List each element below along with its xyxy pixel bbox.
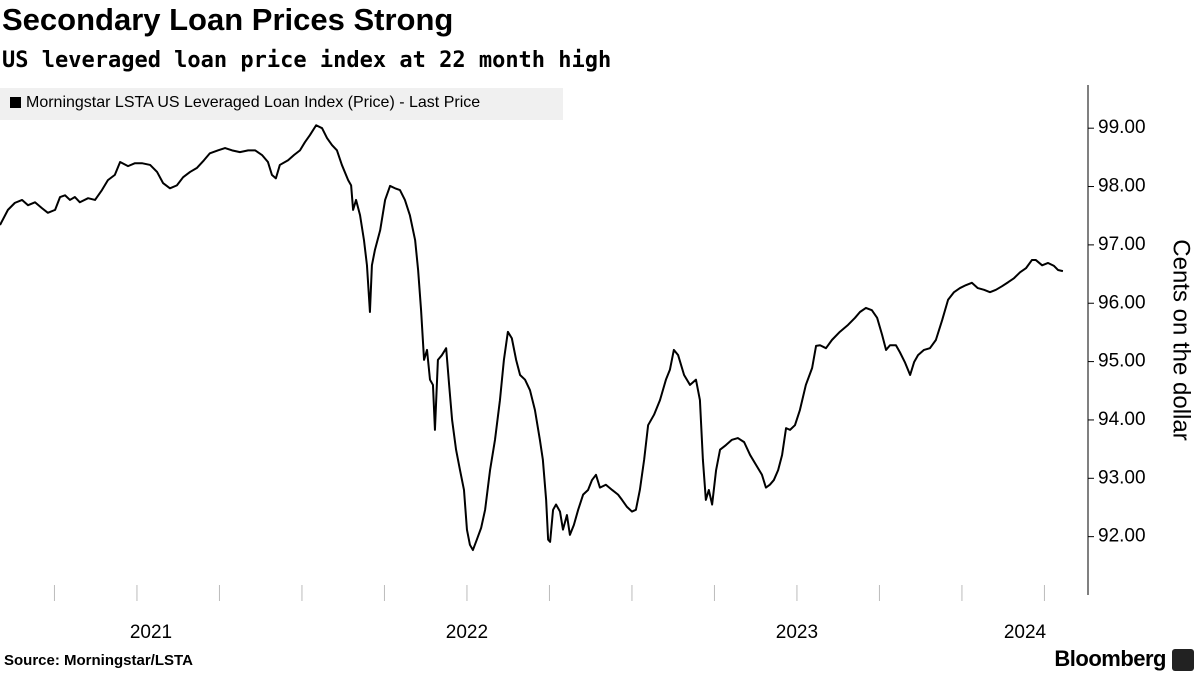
series-line <box>0 124 1064 552</box>
brand-icon <box>1172 649 1194 671</box>
y-axis-label: Cents on the dollar <box>1168 239 1195 440</box>
x-tick-label: 2021 <box>130 622 172 643</box>
y-tick-label: 97.00 <box>1098 234 1146 255</box>
brand: Bloomberg <box>1054 646 1166 671</box>
chart-title: Secondary Loan Prices Strong <box>2 2 453 37</box>
y-tick-label: 99.00 <box>1098 117 1146 138</box>
y-tick-label: 93.00 <box>1098 467 1146 488</box>
legend-swatch <box>10 97 21 108</box>
x-tick-label: 2022 <box>446 622 488 643</box>
legend-box <box>0 88 563 120</box>
x-tick-label: 2023 <box>776 622 818 643</box>
x-tick-label: 2024 <box>1004 622 1047 643</box>
legend-label: Morningstar LSTA US Leveraged Loan Index… <box>26 94 480 111</box>
y-tick-label: 94.00 <box>1098 409 1146 430</box>
chart-subtitle: US leveraged loan price index at 22 mont… <box>2 48 611 73</box>
y-tick-label: 95.00 <box>1098 351 1146 372</box>
y-tick-label: 98.00 <box>1098 176 1146 197</box>
source: Source: Morningstar/LSTA <box>4 652 193 669</box>
y-tick-label: 96.00 <box>1098 292 1146 313</box>
y-tick-label: 92.00 <box>1098 526 1146 547</box>
